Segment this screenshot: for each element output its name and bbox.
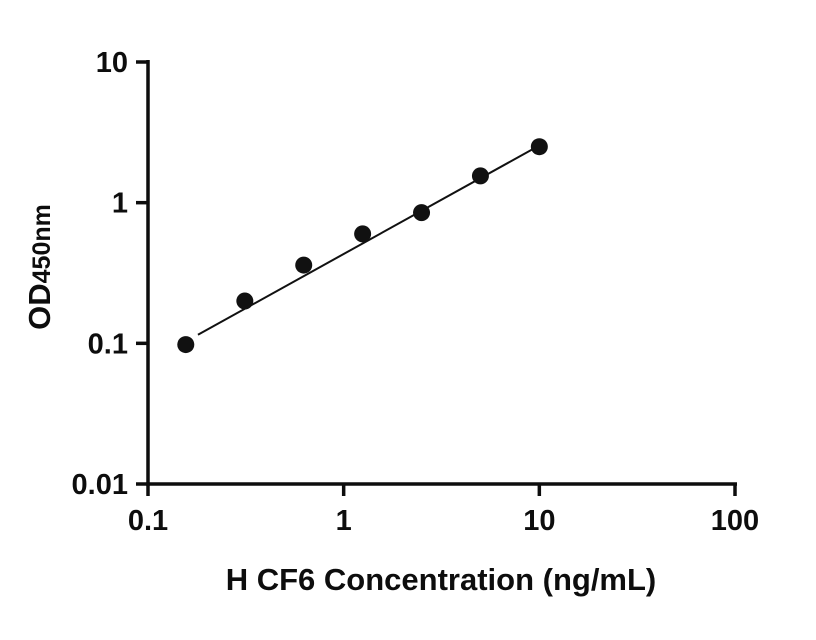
y-axis-tick-label: 0.1 (88, 328, 128, 360)
y-axis-tick-label: 0.01 (72, 469, 128, 501)
y-axis-title-sub: 450nm (28, 204, 56, 283)
data-point (413, 204, 431, 222)
y-axis-title: OD450nm (22, 204, 57, 330)
data-point (471, 167, 489, 185)
x-axis-tick-label: 0.1 (128, 505, 168, 537)
x-axis-tick-label: 1 (336, 505, 352, 537)
data-point (236, 292, 254, 310)
x-axis-tick-label: 10 (523, 505, 555, 537)
y-axis-title-main: OD (22, 283, 57, 330)
data-point (354, 225, 372, 243)
x-axis-tick-label: 100 (711, 505, 759, 537)
data-point (295, 256, 313, 274)
y-axis-tick-label: 1 (112, 188, 128, 220)
y-axis-tick-label: 10 (96, 47, 128, 79)
data-point (530, 138, 548, 156)
data-point (177, 336, 195, 354)
x-axis-title: H CF6 Concentration (ng/mL) (226, 562, 657, 597)
